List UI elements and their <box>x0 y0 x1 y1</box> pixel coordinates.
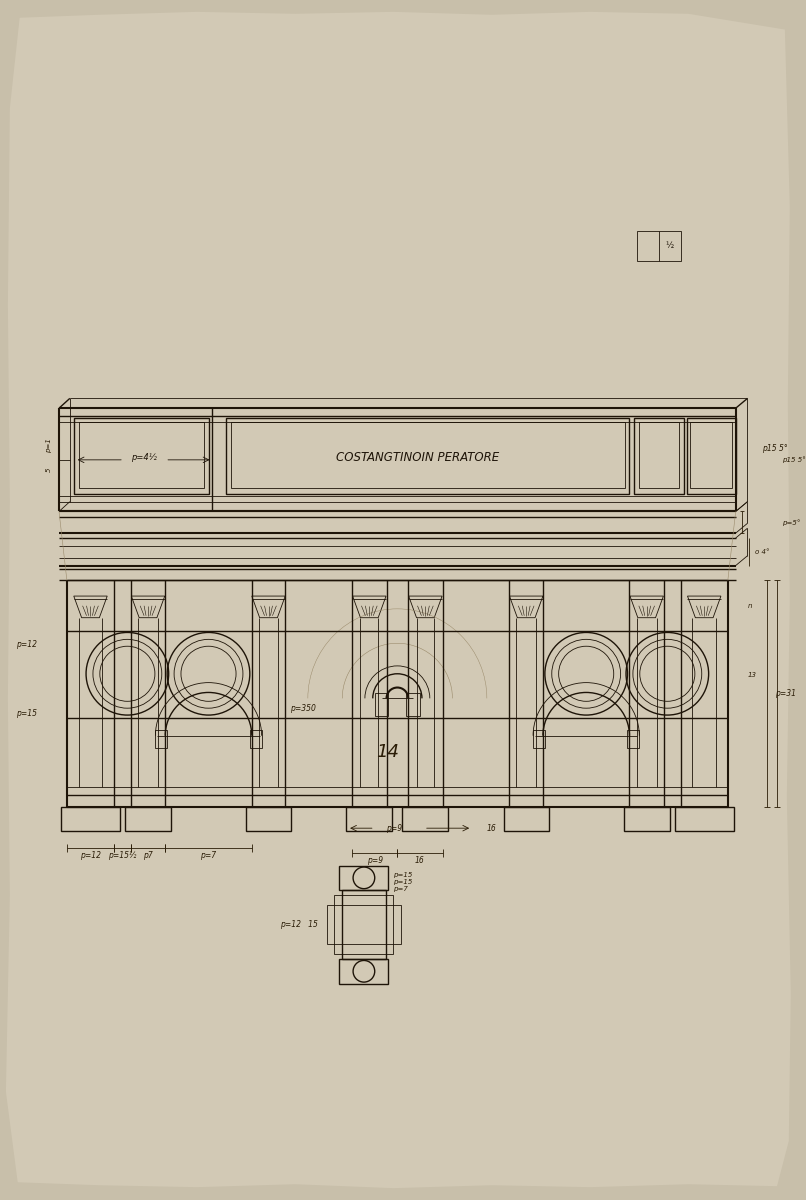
Bar <box>74 418 209 493</box>
Text: p=7: p=7 <box>201 851 217 860</box>
Bar <box>79 422 204 488</box>
Bar <box>406 694 420 716</box>
Text: p=9: p=9 <box>386 823 402 833</box>
Bar <box>156 730 167 748</box>
Bar <box>334 895 393 954</box>
Bar <box>639 422 679 488</box>
Bar <box>638 232 680 260</box>
Text: o 4°: o 4° <box>755 548 770 554</box>
Bar <box>339 865 388 890</box>
Text: p=15: p=15 <box>16 709 37 718</box>
Bar <box>504 806 549 832</box>
Text: p15 5°: p15 5° <box>762 444 788 452</box>
Bar <box>628 730 639 748</box>
Text: p=12: p=12 <box>80 851 101 860</box>
Bar <box>675 806 733 832</box>
Text: p=12   15: p=12 15 <box>280 920 318 929</box>
Text: p7: p7 <box>143 851 153 860</box>
Bar <box>339 959 388 984</box>
Text: p=15½: p=15½ <box>108 851 137 860</box>
Text: 16: 16 <box>487 823 496 833</box>
Bar <box>687 418 736 493</box>
Ellipse shape <box>49 108 737 1092</box>
Text: p=1: p=1 <box>46 438 52 452</box>
Bar <box>246 806 291 832</box>
Text: 5: 5 <box>46 468 52 472</box>
Bar <box>327 905 401 944</box>
Text: p=9: p=9 <box>367 856 383 865</box>
Bar <box>634 418 683 493</box>
Text: n: n <box>747 602 752 608</box>
Bar <box>347 806 393 832</box>
Polygon shape <box>6 12 791 1188</box>
Bar <box>624 806 670 832</box>
Bar <box>533 730 545 748</box>
Text: 14: 14 <box>376 744 399 762</box>
Bar <box>343 890 385 959</box>
Bar <box>250 730 262 748</box>
Text: p=5°: p=5° <box>782 518 800 526</box>
Bar <box>231 422 625 488</box>
Text: 13: 13 <box>747 672 757 678</box>
Bar <box>402 806 448 832</box>
Text: p=12: p=12 <box>16 640 37 649</box>
Bar <box>375 694 388 716</box>
Bar <box>125 806 171 832</box>
Bar <box>61 806 120 832</box>
Text: p15 5°: p15 5° <box>782 456 806 463</box>
Text: 16: 16 <box>415 856 425 865</box>
Text: ½: ½ <box>666 241 674 251</box>
Text: p=31: p=31 <box>775 689 796 698</box>
Bar <box>226 418 629 493</box>
Text: p=4½: p=4½ <box>131 454 156 462</box>
Bar <box>691 422 732 488</box>
Text: COSTANGTINOIN PERATORE: COSTANGTINOIN PERATORE <box>336 451 500 464</box>
Text: p=15
p=15
p=7: p=15 p=15 p=7 <box>393 872 413 893</box>
Text: p=350: p=350 <box>290 703 316 713</box>
